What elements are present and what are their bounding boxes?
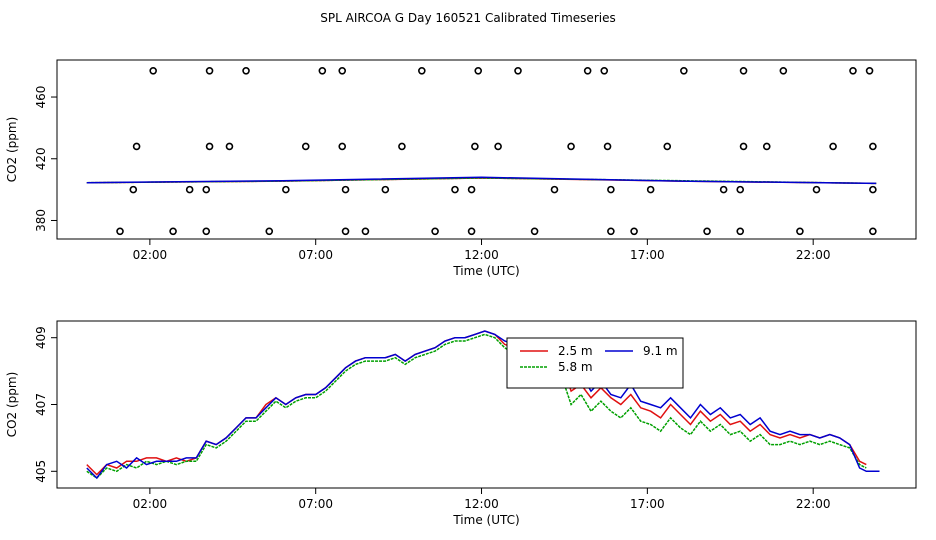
data-point [205, 67, 214, 75]
lower-panel: 02:00 07:00 12:00 17:00 22:00 Time (UTC) 405 40… [5, 320, 917, 527]
data-point [583, 67, 592, 75]
data-point [418, 67, 426, 75]
series-line-3 [86, 330, 880, 480]
data-point [829, 142, 837, 151]
data-point [869, 227, 877, 236]
data-point [607, 227, 615, 236]
data-point [149, 67, 157, 75]
data-point [869, 142, 877, 151]
data-point [550, 185, 559, 194]
data-point [474, 67, 483, 75]
y-axis-label: CO2 (ppm) [5, 372, 19, 438]
x-axis-label: Time (UTC) [452, 513, 519, 527]
legend-label: 5.8 m [558, 360, 593, 374]
data-point [242, 67, 250, 75]
plot-frame [56, 320, 917, 489]
data-point [361, 227, 370, 236]
x-tick-label: 02:00 [133, 497, 168, 511]
x-tick-label: 07:00 [298, 248, 333, 262]
data-point [514, 67, 522, 75]
data-point [381, 185, 390, 194]
data-point [185, 185, 194, 194]
series-line-1 [86, 330, 867, 476]
legend: 2.5 m 5.8 m 9.1 m [506, 337, 684, 389]
y-tick-label: 420 [34, 147, 48, 170]
data-point [205, 142, 214, 151]
y-tick-label: 409 [34, 326, 48, 349]
y-tick-label: 407 [34, 393, 48, 416]
data-point [762, 142, 771, 151]
data-point [338, 67, 347, 75]
data-point [341, 227, 350, 236]
data-point [451, 185, 459, 194]
data-point [719, 185, 728, 194]
legend-box [506, 337, 684, 389]
data-point [202, 227, 211, 236]
data-point [646, 185, 655, 194]
data-point [680, 67, 688, 75]
data-point [600, 67, 609, 75]
data-point [603, 142, 612, 151]
data-point [530, 227, 539, 236]
data-point [431, 227, 439, 236]
x-tick-label: 17:00 [630, 248, 665, 262]
data-point [630, 227, 638, 236]
x-tick-label: 02:00 [133, 248, 168, 262]
data-point [225, 142, 234, 151]
data-point [567, 142, 575, 151]
x-tick-label: 12:00 [464, 248, 499, 262]
data-point [471, 142, 479, 151]
data-point [779, 67, 788, 75]
plot-frame [56, 59, 917, 240]
data-point [739, 142, 748, 151]
y-axis-label: CO2 (ppm) [5, 117, 19, 183]
data-point [849, 67, 857, 75]
data-point [736, 227, 745, 236]
data-point [338, 142, 347, 151]
y-tick-label: 460 [34, 86, 48, 109]
legend-label: 9.1 m [643, 344, 678, 358]
data-point [341, 185, 350, 194]
data-point [318, 67, 327, 75]
y-tick-label: 380 [34, 209, 48, 232]
data-point [869, 185, 877, 194]
data-point [663, 142, 672, 151]
series-line-3 [86, 176, 877, 185]
data-point [865, 67, 874, 75]
data-point [202, 185, 211, 194]
series-line-2 [86, 333, 867, 479]
data-point [398, 142, 406, 151]
data-point [467, 185, 476, 194]
data-point [703, 227, 711, 236]
data-point [169, 227, 177, 236]
upper-panel: 02:00 07:00 12:00 17:00 22:00 Time (UTC) 380 42… [5, 59, 917, 278]
x-tick-label: 17:00 [630, 497, 665, 511]
x-tick-label: 07:00 [298, 497, 333, 511]
data-point [265, 227, 274, 236]
data-point [494, 142, 502, 151]
x-axis-label: Time (UTC) [452, 264, 519, 278]
data-point [736, 185, 745, 194]
x-tick-label: 12:00 [464, 497, 499, 511]
data-point [129, 185, 138, 194]
legend-label: 2.5 m [558, 344, 593, 358]
y-tick-label: 405 [34, 460, 48, 483]
data-point [739, 67, 748, 75]
data-point [467, 227, 476, 236]
data-point [116, 227, 124, 236]
data-point [301, 142, 310, 151]
data-point [132, 142, 141, 151]
data-point [796, 227, 804, 236]
data-point [282, 185, 290, 194]
x-tick-label: 22:00 [796, 497, 831, 511]
figure-title: SPL AIRCOA G Day 160521 Calibrated Times… [320, 11, 615, 25]
data-point [812, 185, 821, 194]
x-tick-label: 22:00 [796, 248, 831, 262]
data-point [607, 185, 615, 194]
